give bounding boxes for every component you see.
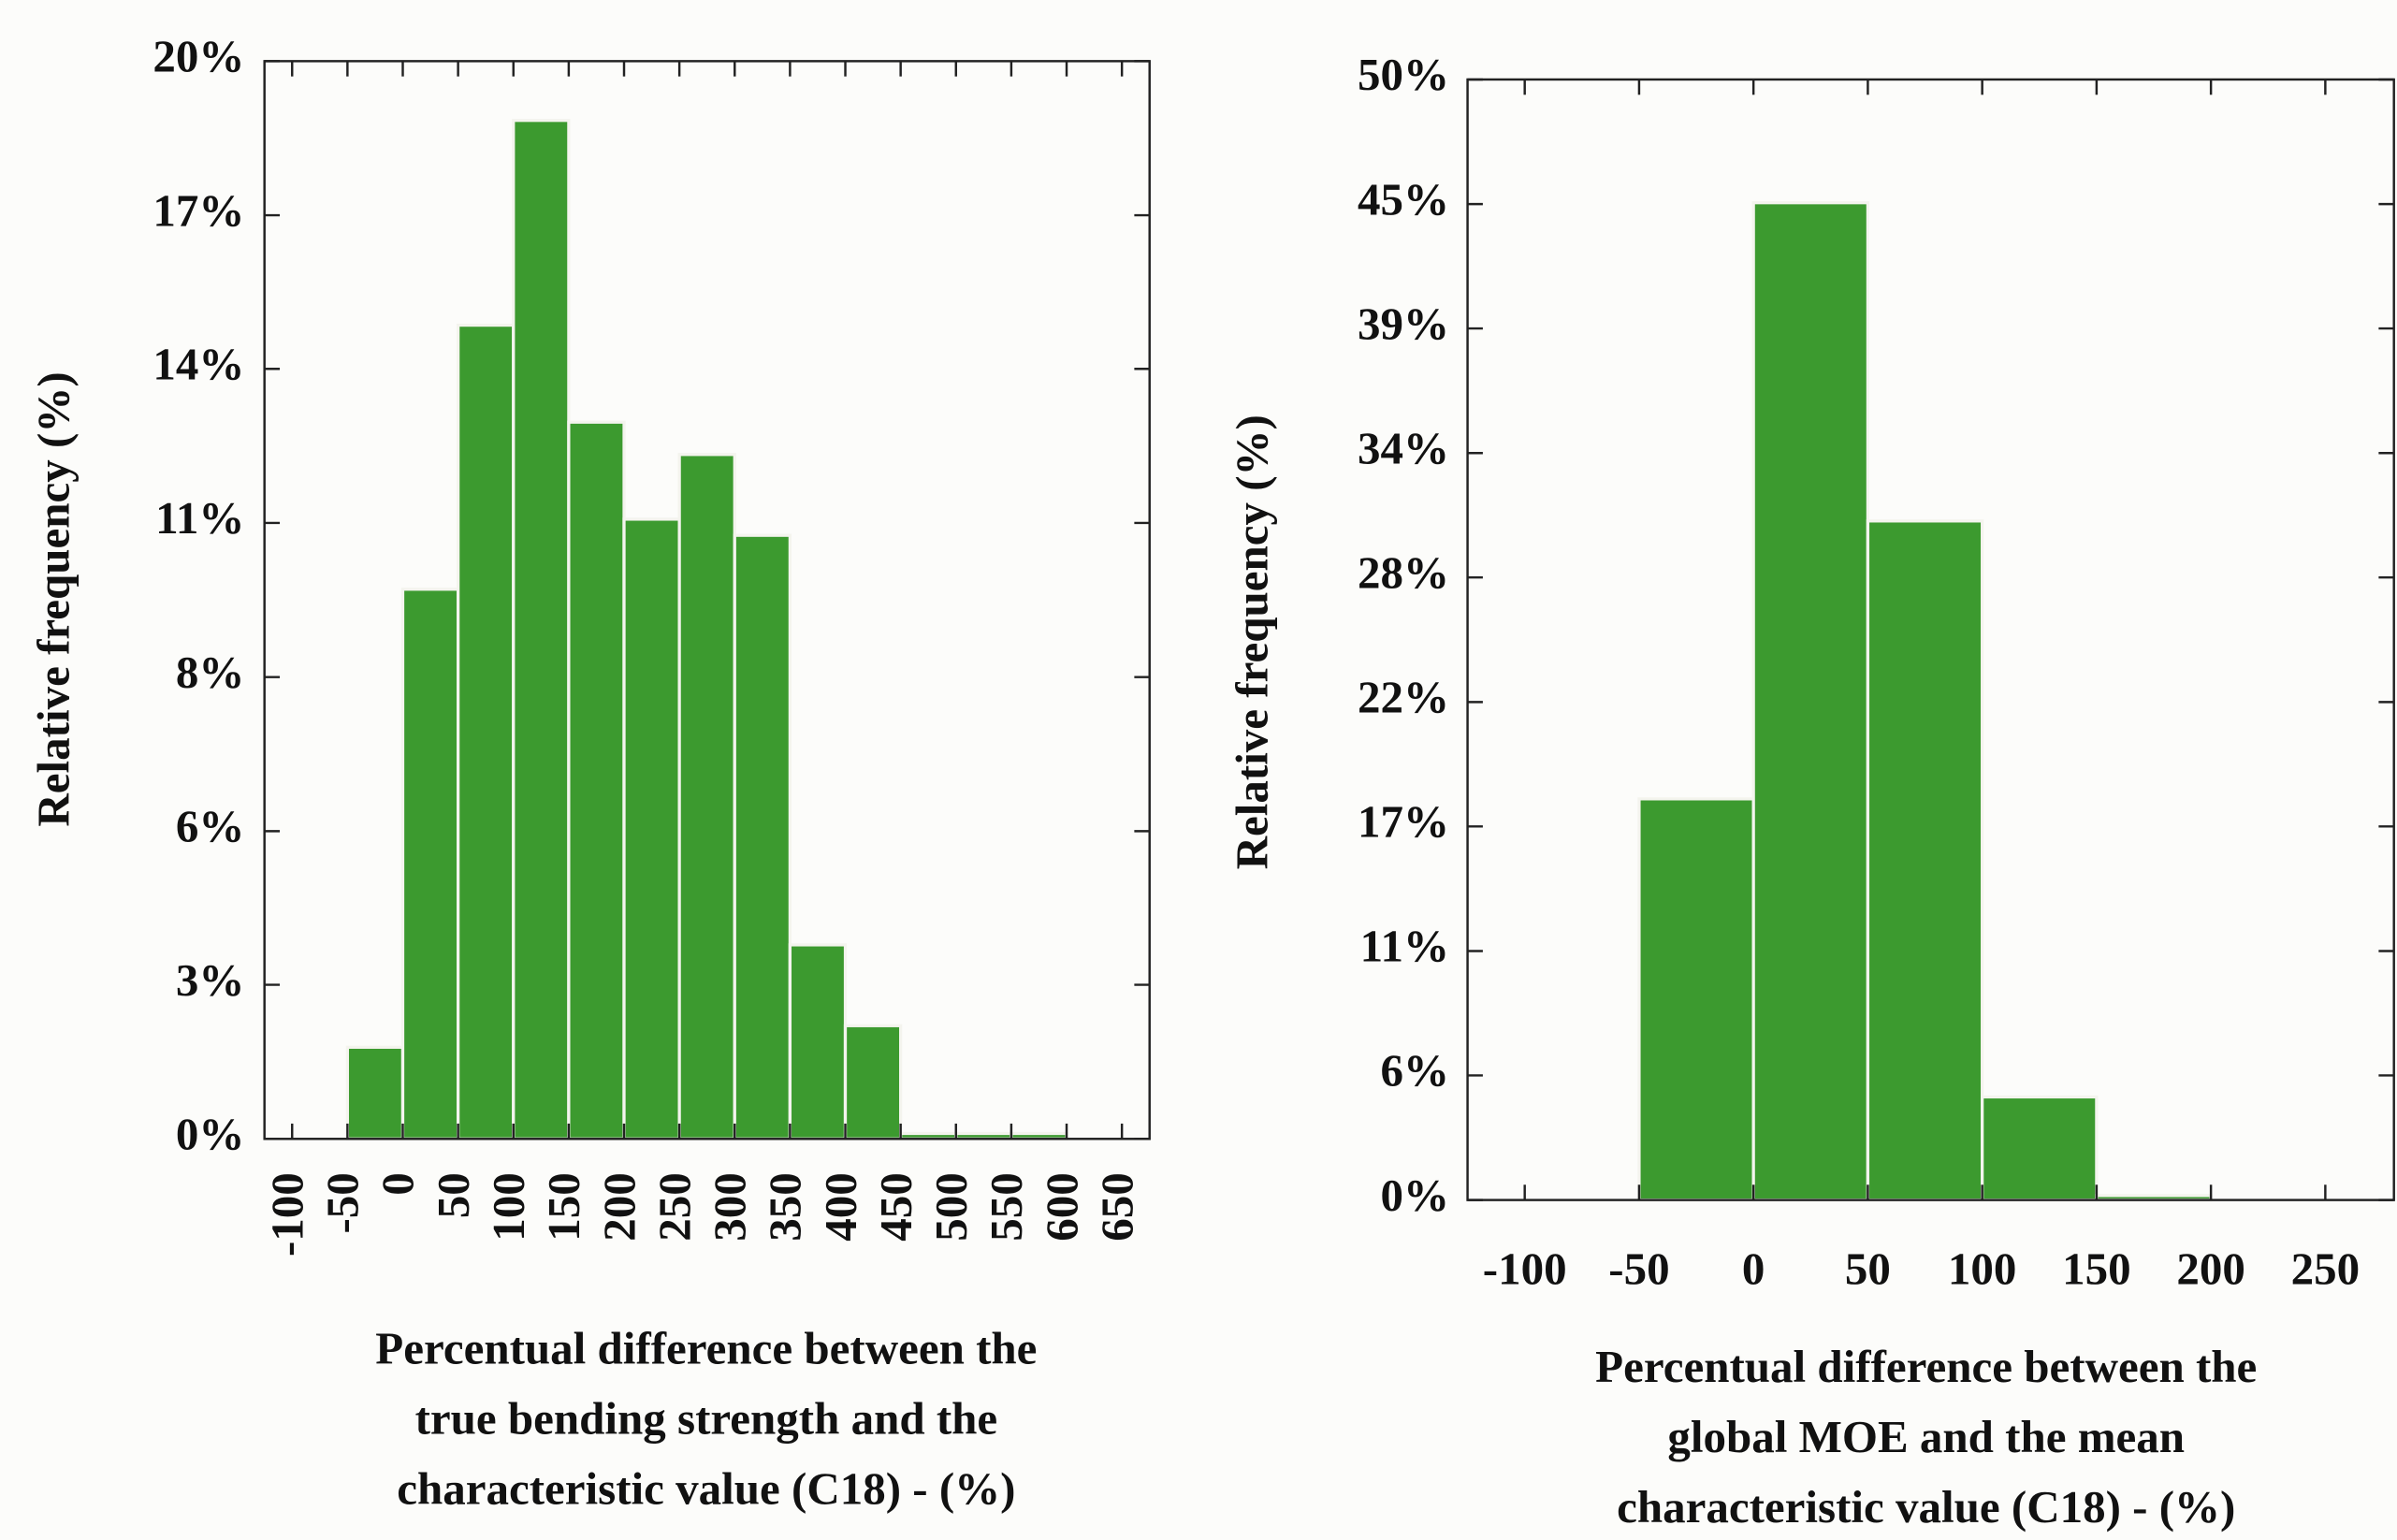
bar [1981, 1095, 2099, 1202]
bar [567, 420, 626, 1140]
x-tick-label: 50 [1845, 1242, 1891, 1294]
bar [1637, 797, 1755, 1202]
y-tick-label: 45% [1358, 173, 1449, 225]
bar [788, 943, 848, 1140]
y-tick-label: 22% [1358, 672, 1449, 723]
y-tick-label: 3% [176, 954, 244, 1006]
x-tick-label: 650 [1091, 1172, 1142, 1241]
bar [733, 533, 792, 1140]
bar [1866, 519, 1984, 1202]
bar [1751, 201, 1870, 1202]
x-tick-label: 100 [483, 1172, 534, 1242]
x-axis-label: true bending strength and the [415, 1392, 998, 1444]
y-tick-label: 11% [155, 492, 244, 544]
x-tick-label: 0 [1742, 1242, 1765, 1294]
y-tick-label: 20% [153, 31, 244, 82]
y-tick-label: 17% [1358, 796, 1449, 848]
x-tick-label: 200 [2176, 1242, 2245, 1294]
y-tick-label: 0% [176, 1109, 244, 1160]
x-tick-label: 350 [760, 1172, 811, 1242]
y-tick-label: 39% [1358, 298, 1449, 349]
bar [345, 1045, 405, 1140]
y-tick-label: 34% [1358, 423, 1449, 474]
plot-frame [1466, 78, 2395, 1201]
x-tick-label: 0 [372, 1172, 424, 1196]
y-axis-label: Relative frequency (%) [1226, 414, 1277, 869]
x-tick-label: 150 [538, 1172, 589, 1242]
y-tick-label: 6% [1380, 1045, 1448, 1097]
y-tick-label: 50% [1358, 49, 1449, 100]
y-tick-label: 6% [176, 801, 244, 852]
x-axis-label: Percentual difference between the [1595, 1341, 2257, 1392]
x-tick-label: 200 [593, 1172, 645, 1242]
x-tick-label: 100 [1948, 1242, 2017, 1294]
x-tick-label: 250 [648, 1172, 700, 1242]
y-tick-label: 11% [1360, 921, 1449, 972]
y-tick-label: 28% [1358, 546, 1449, 598]
bar [622, 517, 681, 1140]
x-tick-label: 300 [705, 1172, 756, 1242]
y-axis-label: Relative frequency (%) [27, 371, 79, 826]
x-tick-label: 550 [981, 1172, 1032, 1242]
y-tick-label: 17% [153, 184, 244, 236]
y-tick-label: 14% [153, 338, 244, 389]
bar [400, 588, 460, 1140]
x-tick-label: -50 [1608, 1242, 1669, 1294]
x-tick-label: 500 [925, 1172, 977, 1242]
x-tick-label: 400 [815, 1172, 866, 1242]
x-tick-label: 50 [428, 1172, 479, 1218]
bar [456, 323, 516, 1140]
y-tick-label: 0% [1380, 1170, 1448, 1221]
x-tick-label: 450 [870, 1172, 922, 1242]
bar [512, 119, 571, 1140]
x-axis-label: Percentual difference between the [375, 1322, 1037, 1373]
y-tick-label: 8% [176, 647, 244, 698]
x-tick-label: 150 [2062, 1242, 2131, 1294]
x-axis-label: characteristic value (C18) - (%) [1617, 1481, 2235, 1533]
x-axis-label: characteristic value (C18) - (%) [397, 1463, 1015, 1515]
x-tick-label: -50 [317, 1172, 369, 1233]
bar [677, 453, 736, 1140]
x-tick-label: -100 [261, 1172, 312, 1257]
x-tick-label: -100 [1483, 1242, 1567, 1294]
x-tick-label: 250 [2291, 1242, 2361, 1294]
x-tick-label: 600 [1036, 1172, 1087, 1242]
bar [843, 1024, 903, 1140]
plot-frame [263, 60, 1151, 1140]
x-axis-label: global MOE and the mean [1667, 1411, 2185, 1462]
